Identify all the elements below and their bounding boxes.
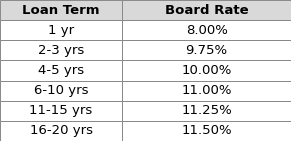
Bar <box>0 121 122 141</box>
Text: 11-15 yrs: 11-15 yrs <box>29 104 93 117</box>
Bar <box>122 81 291 101</box>
Bar <box>122 60 291 81</box>
Text: Board Rate: Board Rate <box>165 4 249 17</box>
Text: 6-10 yrs: 6-10 yrs <box>34 84 88 97</box>
Bar <box>0 60 122 81</box>
Text: 11.25%: 11.25% <box>181 104 232 117</box>
Bar <box>0 101 122 121</box>
Text: 11.50%: 11.50% <box>181 124 232 137</box>
Bar <box>122 121 291 141</box>
Bar <box>122 0 291 20</box>
Text: 11.00%: 11.00% <box>181 84 232 97</box>
Bar <box>122 20 291 40</box>
Text: 4-5 yrs: 4-5 yrs <box>38 64 84 77</box>
Text: 10.00%: 10.00% <box>181 64 232 77</box>
Text: 2-3 yrs: 2-3 yrs <box>38 44 84 57</box>
Bar <box>0 0 122 20</box>
Text: Loan Term: Loan Term <box>22 4 100 17</box>
Bar <box>122 101 291 121</box>
Text: 8.00%: 8.00% <box>186 24 228 37</box>
Bar <box>0 40 122 60</box>
Bar <box>0 81 122 101</box>
Bar <box>122 40 291 60</box>
Text: 9.75%: 9.75% <box>186 44 228 57</box>
Text: 16-20 yrs: 16-20 yrs <box>30 124 93 137</box>
Bar <box>0 20 122 40</box>
Text: 1 yr: 1 yr <box>48 24 74 37</box>
